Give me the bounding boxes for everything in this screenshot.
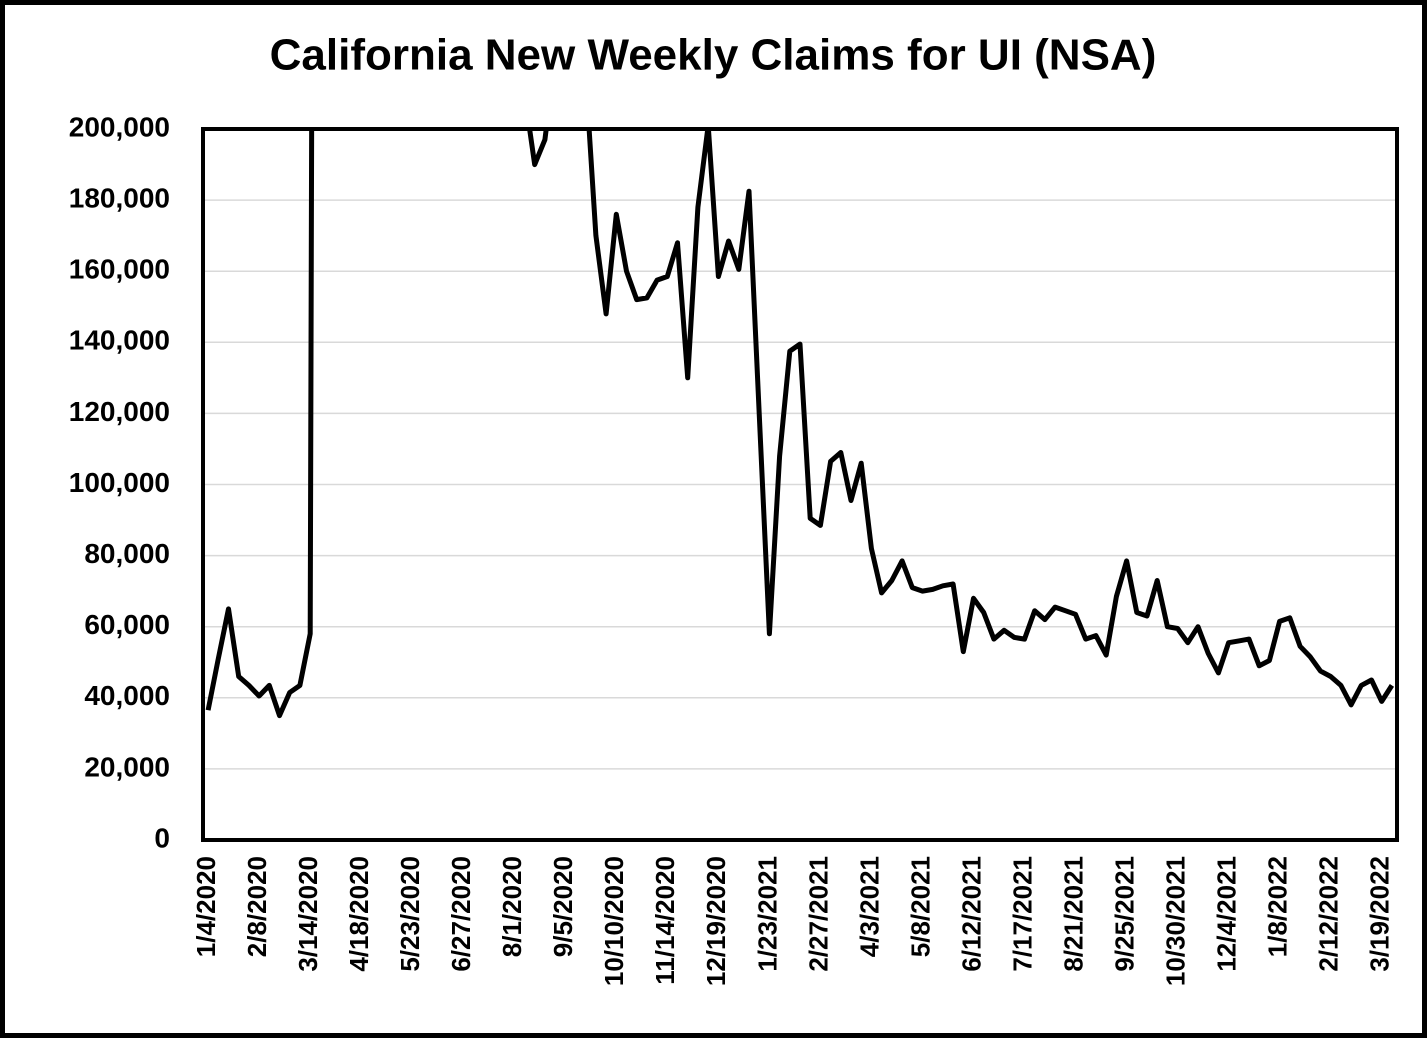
x-tick-label: 12/19/2020 (701, 856, 731, 986)
x-tick-label: 6/12/2021 (956, 856, 986, 972)
x-tick-label: 4/18/2020 (344, 856, 374, 972)
x-tick-label: 11/14/2020 (650, 856, 680, 985)
x-tick-label: 4/3/2021 (854, 856, 884, 957)
y-tick-label: 180,000 (69, 182, 170, 213)
x-tick-label: 9/5/2020 (548, 856, 578, 957)
x-tick-label: 2/27/2021 (803, 856, 833, 972)
x-tick-label: 8/1/2020 (497, 856, 527, 957)
y-tick-label: 20,000 (84, 751, 170, 782)
x-tick-label: 9/25/2021 (1109, 856, 1139, 972)
x-tick-label: 12/4/2021 (1211, 856, 1241, 972)
x-tick-label: 5/23/2020 (395, 856, 425, 972)
x-tick-label: 3/19/2022 (1365, 856, 1395, 972)
x-tick-label: 7/17/2021 (1007, 856, 1037, 972)
y-tick-label: 60,000 (84, 609, 170, 640)
y-tick-label: 40,000 (84, 680, 170, 711)
x-tick-label: 3/14/2020 (293, 856, 323, 972)
x-tick-label: 10/10/2020 (599, 856, 629, 986)
plot (205, 129, 1395, 719)
chart-title: California New Weekly Claims for UI (NSA… (270, 31, 1157, 80)
y-tick-label: 100,000 (69, 467, 170, 498)
x-tick-label: 1/8/2022 (1263, 856, 1293, 957)
y-tick-label: 200,000 (69, 111, 170, 142)
y-tick-label: 0 (154, 822, 170, 853)
x-tick-label: 8/21/2021 (1058, 856, 1088, 972)
x-tick-label: 2/8/2020 (242, 856, 272, 957)
y-tick-label: 120,000 (69, 396, 170, 427)
x-tick-label: 2/12/2022 (1314, 856, 1344, 972)
x-tick-label: 6/27/2020 (446, 856, 476, 972)
y-tick-label: 80,000 (84, 538, 170, 569)
labels: 0 20,000 40,000 60,000 80,000 100,000 120,000 1… (69, 111, 1395, 986)
x-tick-label: 1/23/2021 (752, 856, 782, 972)
data-line (205, 129, 1395, 719)
x-tick-label: 1/4/2020 (191, 856, 221, 957)
x-tick-label: 5/8/2021 (905, 856, 935, 957)
y-tick-label: 160,000 (69, 254, 170, 285)
plot-border (201, 127, 1399, 842)
y-tick-label: 140,000 (69, 325, 170, 356)
x-tick-label: 10/30/2021 (1160, 856, 1190, 986)
